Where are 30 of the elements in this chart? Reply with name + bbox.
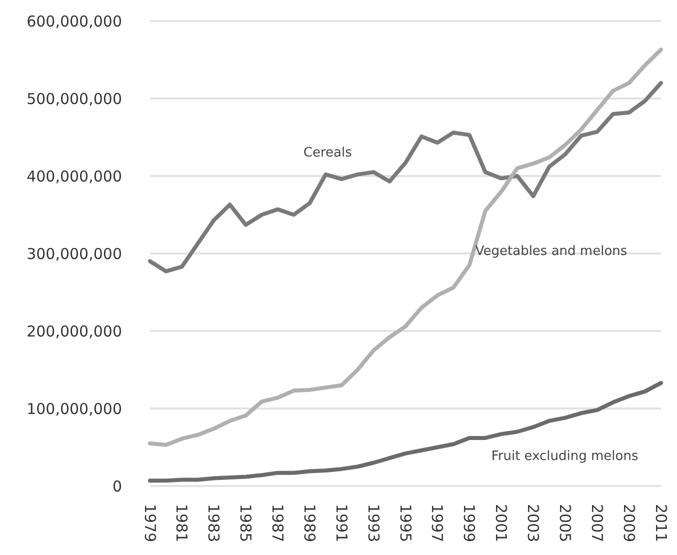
x-tick-label: 1979: [140, 504, 159, 542]
x-tick-label: 1999: [460, 504, 478, 542]
y-tick-label: 0: [112, 477, 122, 496]
y-tick-label: 500,000,000: [26, 90, 122, 108]
x-tick-label: 1989: [300, 504, 318, 542]
x-tick-label: 2005: [556, 504, 574, 542]
y-tick-label: 200,000,000: [26, 322, 122, 340]
x-tick-label: 1997: [428, 504, 446, 542]
x-tick-label: 1995: [396, 504, 414, 542]
series-label: Fruit excluding melons: [491, 448, 638, 464]
x-tick-label: 1993: [364, 504, 382, 542]
x-tick-label: 1987: [268, 504, 286, 542]
x-tick-label: 2001: [492, 504, 510, 542]
x-tick-label: 2009: [620, 504, 638, 542]
y-tick-label: 400,000,000: [26, 167, 122, 186]
x-tick-label: 2011: [652, 504, 670, 542]
y-tick-label: 300,000,000: [26, 244, 122, 263]
x-tick-label: 1985: [236, 504, 255, 542]
x-tick-label: 2003: [524, 504, 542, 542]
y-tick-label: 100,000,000: [26, 400, 122, 418]
series-label: Cereals: [303, 145, 352, 160]
line-series: [148, 81, 663, 274]
x-tick-label: 1981: [172, 504, 191, 542]
line-series: [148, 380, 663, 483]
y-tick-label: 600,000,000: [26, 12, 122, 30]
line-series: [148, 48, 663, 447]
x-tick-label: 1991: [332, 504, 350, 542]
x-tick-label: 1983: [204, 504, 223, 542]
x-tick-label: 2007: [588, 504, 606, 542]
series-label: Vegetables and melons: [475, 244, 628, 260]
